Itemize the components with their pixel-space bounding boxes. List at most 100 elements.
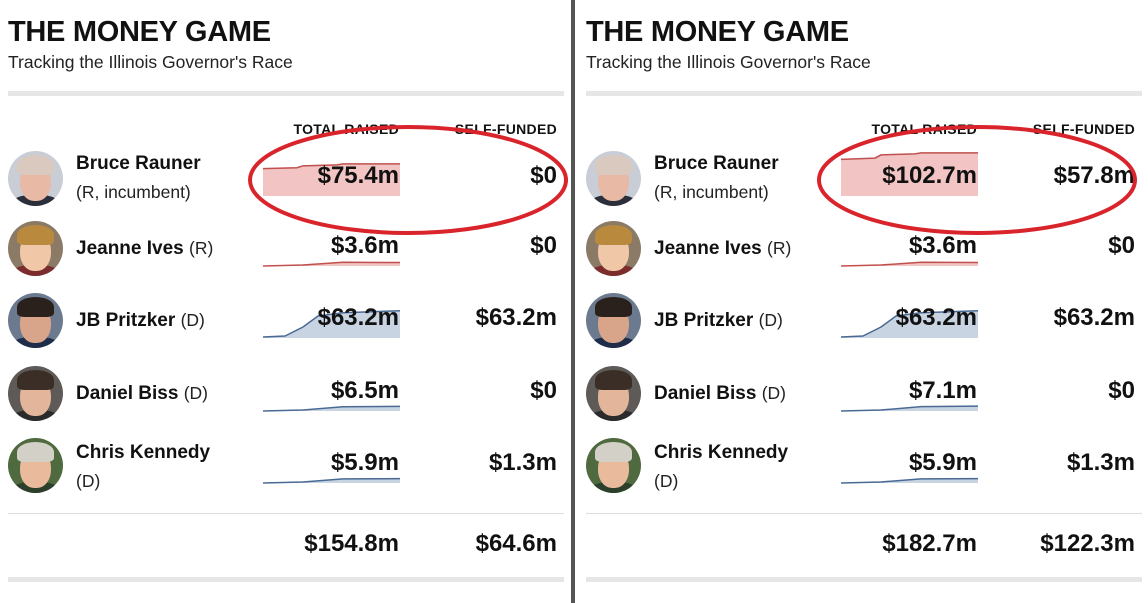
candidate-name-text: JB Pritzker	[76, 310, 176, 331]
total-raised-value: $102.7m	[882, 162, 977, 189]
candidate-name-text: Bruce Rauner	[654, 153, 779, 174]
sparkline-line	[263, 261, 400, 267]
self-funded-sum: $64.6m	[475, 530, 557, 557]
sparkline-area	[841, 262, 978, 266]
money-game-panel-before: THE MONEY GAME Tracking the Illinois Gove…	[0, 0, 568, 603]
blonde-woman-portrait-icon	[8, 221, 63, 276]
sparkline-line	[263, 405, 400, 412]
sparkline-area	[263, 478, 400, 483]
sparkline-line	[263, 477, 400, 484]
grey-haired-man-portrait-icon	[586, 438, 641, 493]
candidate-name: Bruce Rauner (R, incumbent)	[76, 150, 201, 206]
dark-haired-man-portrait-icon	[586, 293, 641, 348]
sparkline-area	[841, 478, 978, 483]
self-funded-value: $0	[530, 232, 557, 259]
candidate-name-text: Bruce Rauner	[76, 153, 201, 174]
fundraising-sparkline	[841, 477, 978, 484]
self-funded-sum: $122.3m	[1040, 530, 1135, 557]
sparkline-area	[263, 406, 400, 411]
dark-haired-man-portrait-icon	[586, 366, 641, 421]
top-rule	[8, 91, 564, 96]
total-raised-value: $6.5m	[330, 377, 399, 404]
total-raised-value: $5.9m	[330, 449, 399, 476]
self-funded-value: $1.3m	[1066, 449, 1135, 476]
bald-man-portrait-icon	[8, 151, 63, 206]
fundraising-sparkline	[263, 309, 400, 338]
column-header-total-raised: TOTAL RAISED	[293, 121, 399, 137]
self-funded-value: $0	[1108, 377, 1135, 404]
candidate-name: Chris Kennedy (D)	[654, 439, 788, 495]
fundraising-sparkline	[263, 405, 400, 412]
portrait-hair	[595, 155, 632, 175]
total-raised-value: $5.9m	[908, 449, 977, 476]
total-raised-value: $75.4m	[317, 162, 399, 189]
candidate-party: (D)	[76, 471, 101, 491]
self-funded-value: $0	[1108, 232, 1135, 259]
portrait-hair	[17, 155, 54, 175]
chart-title: THE MONEY GAME	[8, 16, 271, 48]
sparkline-area	[841, 406, 978, 411]
sparkline-area	[263, 262, 400, 266]
dark-haired-man-portrait-icon	[8, 366, 63, 421]
total-raised-value: $3.6m	[908, 232, 977, 259]
top-rule	[586, 91, 1142, 96]
candidate-name: Chris Kennedy (D)	[76, 439, 210, 495]
fundraising-sparkline	[841, 405, 978, 412]
self-funded-value: $63.2m	[1053, 304, 1135, 331]
portrait-hair	[595, 297, 632, 317]
column-header-total-raised: TOTAL RAISED	[871, 121, 977, 137]
candidate-party: (R, incumbent)	[654, 182, 769, 202]
chart-title: THE MONEY GAME	[586, 16, 849, 48]
portrait-hair	[595, 442, 632, 462]
sparkline-line	[841, 309, 978, 338]
sparkline-line	[841, 405, 978, 412]
candidate-name: Jeanne Ives (R)	[654, 234, 791, 263]
bald-man-portrait-icon	[586, 151, 641, 206]
fundraising-sparkline	[263, 261, 400, 267]
sparkline-line	[841, 261, 978, 267]
self-funded-value: $0	[530, 377, 557, 404]
portrait-hair	[17, 442, 54, 462]
candidate-name: Jeanne Ives (R)	[76, 234, 213, 263]
total-raised-sum: $154.8m	[304, 530, 399, 557]
totals-rule	[8, 513, 564, 514]
panel-divider	[571, 0, 575, 603]
total-raised-value: $63.2m	[317, 304, 399, 331]
self-funded-value: $0	[530, 162, 557, 189]
sparkline-area	[263, 310, 400, 338]
candidate-party: (D)	[758, 310, 783, 330]
self-funded-value: $63.2m	[475, 304, 557, 331]
candidate-name: Daniel Biss (D)	[76, 379, 208, 408]
candidate-party: (D)	[654, 471, 679, 491]
fundraising-sparkline	[263, 477, 400, 484]
candidate-name-text: Jeanne Ives	[76, 238, 184, 259]
candidate-name-text: Chris Kennedy	[76, 442, 211, 463]
chart-subtitle: Tracking the Illinois Governor's Race	[586, 52, 871, 72]
chart-subtitle: Tracking the Illinois Governor's Race	[8, 52, 293, 72]
candidate-name-text: Chris Kennedy	[654, 442, 789, 463]
candidate-name-text: Daniel Biss	[76, 383, 179, 404]
portrait-hair	[595, 370, 632, 390]
candidate-name: Bruce Rauner (R, incumbent)	[654, 150, 779, 206]
portrait-hair	[17, 297, 54, 317]
candidate-party: (D)	[761, 383, 787, 403]
dark-haired-man-portrait-icon	[8, 293, 63, 348]
portrait-hair	[17, 225, 54, 245]
fundraising-sparkline	[841, 309, 978, 338]
candidate-name: Daniel Biss (D)	[654, 379, 786, 408]
sparkline-line	[841, 477, 978, 484]
candidate-name: JB Pritzker (D)	[76, 306, 205, 335]
candidate-party: (R, incumbent)	[76, 182, 191, 202]
blonde-woman-portrait-icon	[586, 221, 641, 276]
bottom-rule	[586, 577, 1142, 582]
portrait-hair	[17, 370, 54, 390]
column-header-self-funded: SELF-FUNDED	[1032, 121, 1135, 137]
candidate-name-text: JB Pritzker	[654, 310, 754, 331]
money-game-panel-after: THE MONEY GAME Tracking the Illinois Gove…	[578, 0, 1142, 603]
grey-haired-man-portrait-icon	[8, 438, 63, 493]
candidate-party: (D)	[180, 310, 205, 330]
candidate-party: (R)	[767, 238, 792, 258]
column-header-self-funded: SELF-FUNDED	[454, 121, 557, 137]
candidate-party: (D)	[183, 383, 209, 403]
self-funded-value: $1.3m	[488, 449, 557, 476]
